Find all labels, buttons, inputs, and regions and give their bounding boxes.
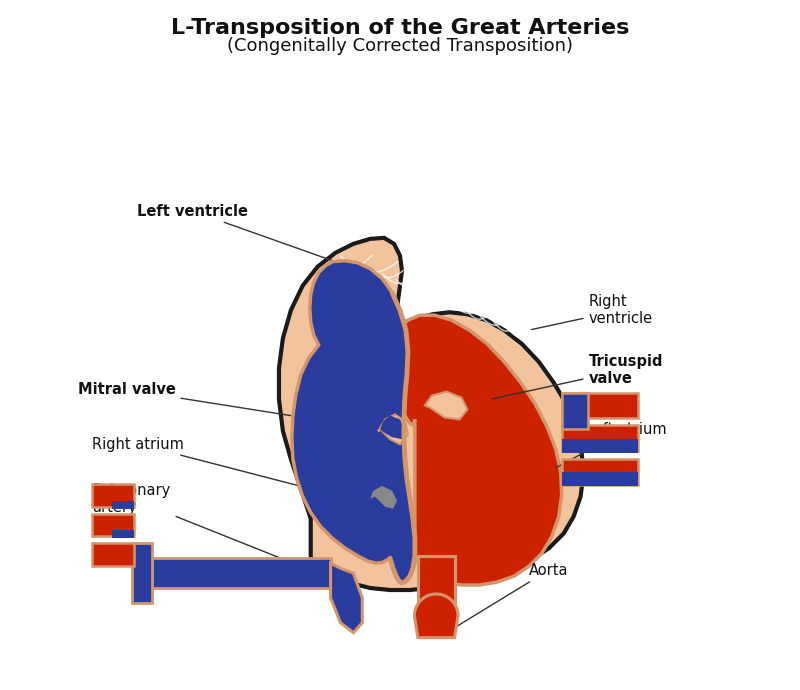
Text: Aorta: Aorta bbox=[457, 562, 569, 627]
Text: Right atrium: Right atrium bbox=[93, 437, 308, 488]
Text: Left ventricle: Left ventricle bbox=[137, 204, 358, 270]
Polygon shape bbox=[279, 238, 583, 590]
Polygon shape bbox=[370, 486, 397, 509]
Polygon shape bbox=[292, 261, 415, 583]
Polygon shape bbox=[562, 472, 638, 486]
Polygon shape bbox=[378, 415, 408, 444]
Polygon shape bbox=[562, 425, 638, 451]
Polygon shape bbox=[93, 513, 134, 536]
Polygon shape bbox=[112, 501, 134, 509]
Polygon shape bbox=[562, 393, 638, 418]
Polygon shape bbox=[414, 594, 458, 638]
Polygon shape bbox=[93, 544, 134, 566]
Polygon shape bbox=[562, 440, 638, 453]
Text: (Congenitally Corrected Transposition): (Congenitally Corrected Transposition) bbox=[227, 37, 573, 55]
Polygon shape bbox=[330, 563, 362, 633]
Text: Left atrium: Left atrium bbox=[556, 422, 667, 468]
Polygon shape bbox=[380, 415, 406, 440]
Text: Tricuspid
valve: Tricuspid valve bbox=[492, 353, 663, 399]
Text: Pulmonary
artery: Pulmonary artery bbox=[93, 482, 328, 577]
Polygon shape bbox=[425, 392, 467, 420]
Polygon shape bbox=[562, 393, 589, 429]
Polygon shape bbox=[132, 544, 152, 603]
Polygon shape bbox=[390, 315, 562, 585]
Text: Right
ventricle: Right ventricle bbox=[532, 294, 653, 330]
Text: Mitral valve: Mitral valve bbox=[78, 382, 387, 431]
Polygon shape bbox=[150, 558, 330, 588]
Polygon shape bbox=[418, 556, 454, 615]
Polygon shape bbox=[93, 484, 134, 506]
Polygon shape bbox=[562, 459, 638, 485]
Text: L-Transposition of the Great Arteries: L-Transposition of the Great Arteries bbox=[171, 18, 629, 38]
Polygon shape bbox=[112, 531, 134, 538]
